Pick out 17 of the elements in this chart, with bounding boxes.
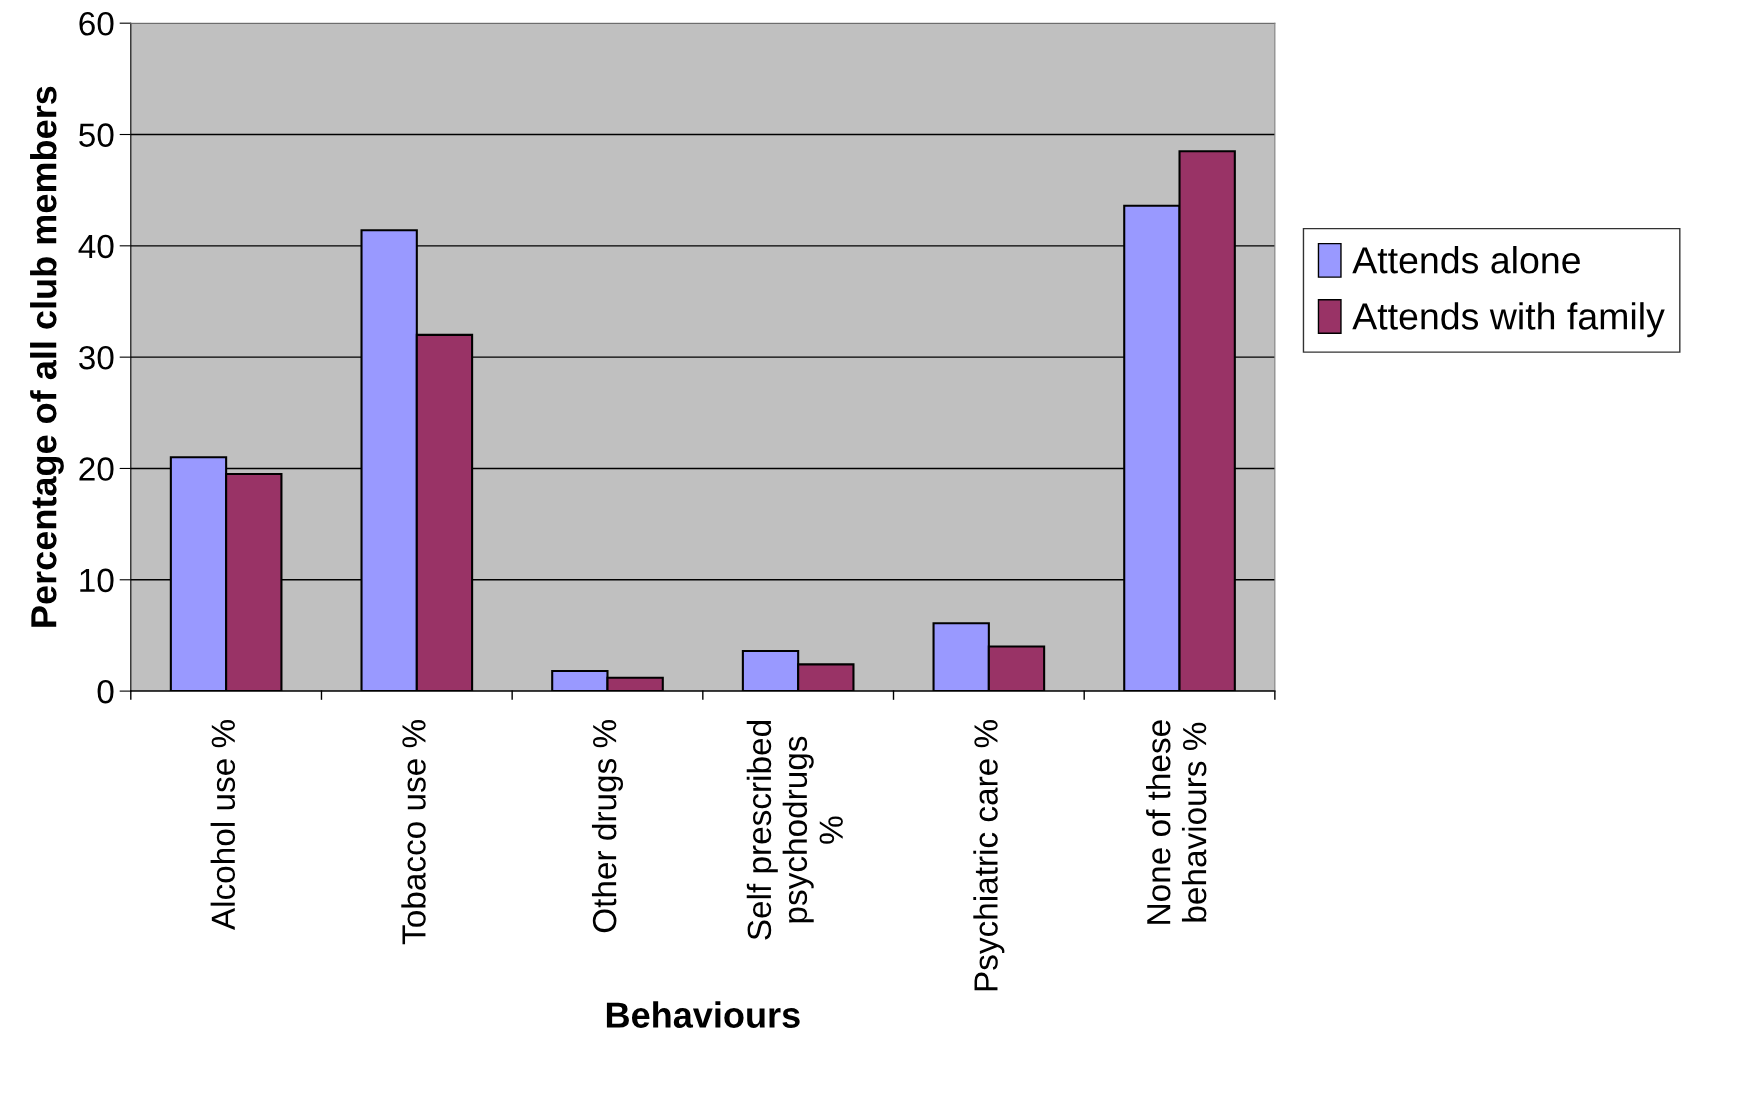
x-tick-label: Alcohol use % [210, 720, 236, 931]
x-tick-label: Tobacco use % [401, 720, 426, 945]
y-tick-label: 30 [79, 345, 114, 370]
x-axis-title: Behaviours [606, 1001, 800, 1028]
legend-label: Attends alone [1352, 246, 1580, 274]
x-tick-label: None of these behaviours % [1146, 720, 1207, 924]
y-tick-label: 0 [97, 679, 114, 704]
x-tick-label: Self prescribed psychodrugs % [746, 721, 843, 940]
x-tick-label: Psychiatric care % [973, 720, 1005, 991]
y-tick-label: 40 [78, 234, 114, 259]
legend-label: Attends with family [1352, 302, 1665, 338]
y-tick-label: 50 [79, 123, 114, 147]
y-tick-label: 10 [80, 568, 114, 593]
y-tick-label: 20 [79, 457, 114, 481]
x-tick-label: Other drugs % [591, 720, 624, 933]
y-axis-title: Percentage of all club members [30, 86, 64, 627]
y-tick-label: 60 [79, 11, 114, 36]
